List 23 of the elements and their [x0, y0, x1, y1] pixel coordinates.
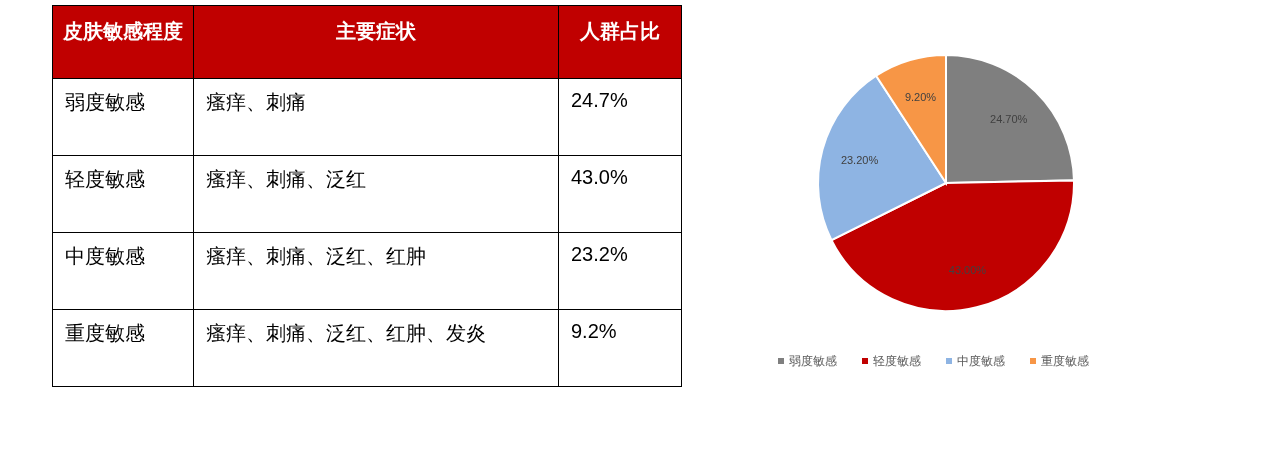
text: 瘙痒、刺痛、泛红	[193, 155, 559, 233]
legend-label: 中度敏感	[957, 354, 1005, 368]
category-label: 主要症状	[193, 5, 559, 79]
text: 23.2%	[558, 232, 682, 310]
text: 中度敏感	[52, 232, 194, 310]
text: 24.7%	[558, 78, 682, 156]
text: 轻度敏感	[52, 155, 194, 233]
text: 瘙痒、刺痛、泛红、红肿	[193, 232, 559, 310]
text: 弱度敏感	[52, 78, 194, 156]
legend-label: 轻度敏感	[873, 354, 921, 368]
category-label: 人群占比	[558, 5, 682, 79]
text: 43.0%	[558, 155, 682, 233]
legend-label: 弱度敏感	[789, 354, 837, 368]
category-label: 皮肤敏感程度	[52, 5, 194, 79]
data-label: 9.20%	[904, 91, 937, 104]
legend-label: 重度敏感	[1041, 354, 1089, 368]
text: 瘙痒、刺痛	[193, 78, 559, 156]
data-label: 43.00%	[948, 264, 987, 276]
text: 瘙痒、刺痛、泛红、红肿、发炎	[193, 309, 559, 387]
data-label: 24.70%	[990, 113, 1028, 125]
text: 9.2%	[558, 309, 682, 387]
text: 重度敏感	[52, 309, 194, 387]
data-label: 23.20%	[840, 153, 879, 166]
